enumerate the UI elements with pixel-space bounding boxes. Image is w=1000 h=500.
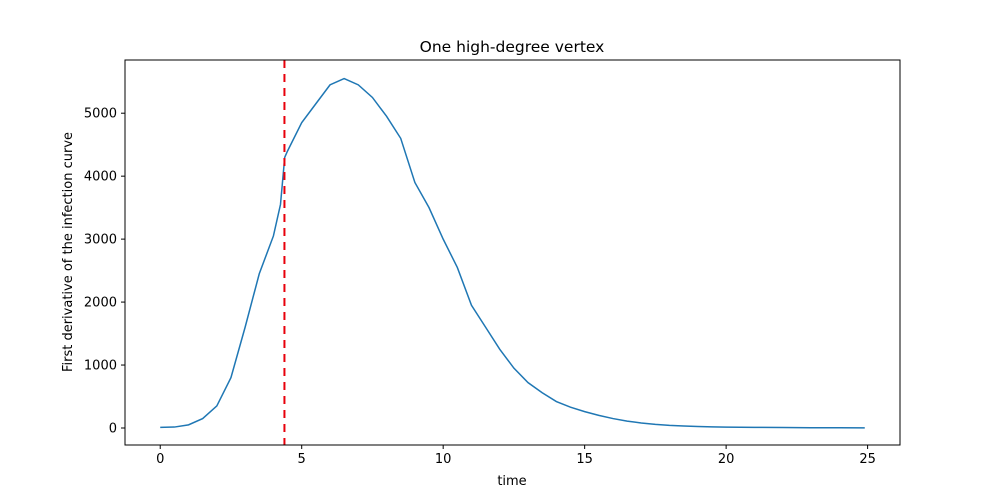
x-tick-label: 0 <box>156 452 164 467</box>
x-axis-label: time <box>497 474 526 489</box>
x-tick-label: 5 <box>298 452 306 467</box>
y-tick-label: 0 <box>109 422 117 437</box>
y-axis-label: First derivative of the infection curve <box>61 132 76 372</box>
y-tick-label: 1000 <box>84 359 117 374</box>
x-tick-label: 20 <box>718 452 735 467</box>
plot-frame <box>124 59 901 446</box>
y-tick-label: 4000 <box>84 170 117 185</box>
y-tick-label: 3000 <box>84 233 117 248</box>
y-tick-label: 2000 <box>84 296 117 311</box>
y-tick-label: 5000 <box>84 107 117 122</box>
data-line <box>160 77 865 429</box>
x-tick-label: 10 <box>435 452 452 467</box>
chart-title: One high-degree vertex <box>420 38 605 56</box>
x-tick-label: 15 <box>576 452 593 467</box>
x-tick-label: 25 <box>859 452 876 467</box>
